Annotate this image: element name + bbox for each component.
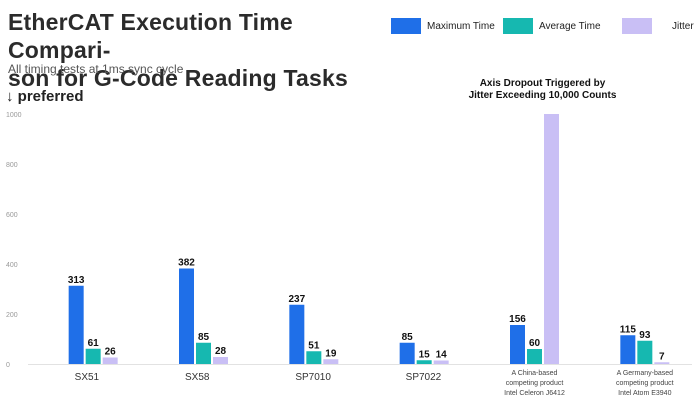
chart-title-line-1: EtherCAT Execution Time Compari-: [8, 9, 293, 63]
legend-label-maximum-time: Maximum Time: [427, 21, 495, 32]
legend-label-average-time: Average Time: [539, 21, 601, 32]
x-tick-label: SX58: [185, 372, 210, 383]
y-tick-label: 200: [6, 312, 18, 319]
x-tick-label: A Germany-based: [617, 370, 674, 377]
x-tick-label: competing product: [616, 380, 674, 387]
bar-value-label: 14: [436, 350, 448, 361]
bar: [323, 359, 339, 364]
bar: [102, 357, 118, 364]
bar-value-label: 51: [308, 340, 320, 351]
bar-value-label: 60: [529, 338, 541, 349]
bar-value-label: 7: [659, 351, 665, 362]
legend-swatch-maximum-time: [391, 18, 421, 34]
x-tick-label: A China-based: [512, 370, 558, 377]
x-tick-label: SP7022: [406, 372, 442, 383]
jitter-annotation-line: Axis Dropout Triggered by: [480, 78, 606, 89]
bar-value-label: 28: [215, 346, 227, 357]
bar-value-label: 26: [105, 347, 117, 358]
bar-value-label: 15: [419, 349, 431, 360]
bar-value-label: 313: [68, 275, 85, 286]
bar: [637, 340, 653, 364]
y-tick-label: 0: [6, 362, 10, 369]
bar: [416, 360, 432, 364]
chart-title-line-2: son for G-Code Reading Tasks: [8, 65, 348, 91]
bar: [289, 304, 305, 364]
bar-value-label: 85: [198, 332, 210, 343]
bar-value-label: 382: [178, 258, 195, 269]
x-tick-label: Intel Celeron J6412: [504, 390, 565, 397]
bar: [620, 335, 636, 364]
bar: [544, 114, 559, 364]
chart-subtitle: All timing tests at 1ms sync cycle: [8, 62, 184, 76]
bar: [510, 325, 525, 364]
bar: [85, 348, 101, 364]
jitter-annotation-line: Jitter Exceeding 10,000 Counts: [469, 90, 617, 101]
bar-value-label: 115: [620, 324, 637, 335]
bar: [179, 268, 194, 364]
bar: [306, 351, 322, 364]
x-tick-label: SP7010: [295, 372, 331, 383]
x-tick-label: Intel Atom E3940: [618, 390, 671, 397]
bar-value-label: 93: [639, 330, 651, 341]
legend-swatch-jitter: [622, 18, 652, 34]
bar: [68, 285, 84, 364]
y-tick-label: 1000: [6, 112, 22, 119]
bar: [433, 360, 449, 364]
chart-title: EtherCAT Execution Time Compari- son for…: [8, 8, 378, 92]
y-tick-label: 600: [6, 212, 18, 219]
y-tick-label: 400: [6, 262, 18, 269]
bar-value-label: 85: [402, 332, 414, 343]
x-tick-label: SX51: [75, 372, 100, 383]
bar-value-label: 237: [288, 294, 305, 305]
preferred-direction-label: ↓ preferred: [6, 88, 84, 105]
bar-value-label: 19: [325, 348, 337, 359]
bar: [196, 342, 211, 364]
legend-swatch-average-time: [503, 18, 533, 34]
bar: [213, 357, 228, 364]
bar: [399, 342, 415, 364]
legend-label-jitter: Jitter: [672, 21, 694, 32]
bar-value-label: 156: [509, 314, 526, 325]
bar: [654, 362, 670, 364]
bar-value-label: 61: [88, 338, 100, 349]
x-tick-label: competing product: [506, 380, 564, 387]
y-tick-label: 800: [6, 162, 18, 169]
bar: [527, 349, 542, 364]
